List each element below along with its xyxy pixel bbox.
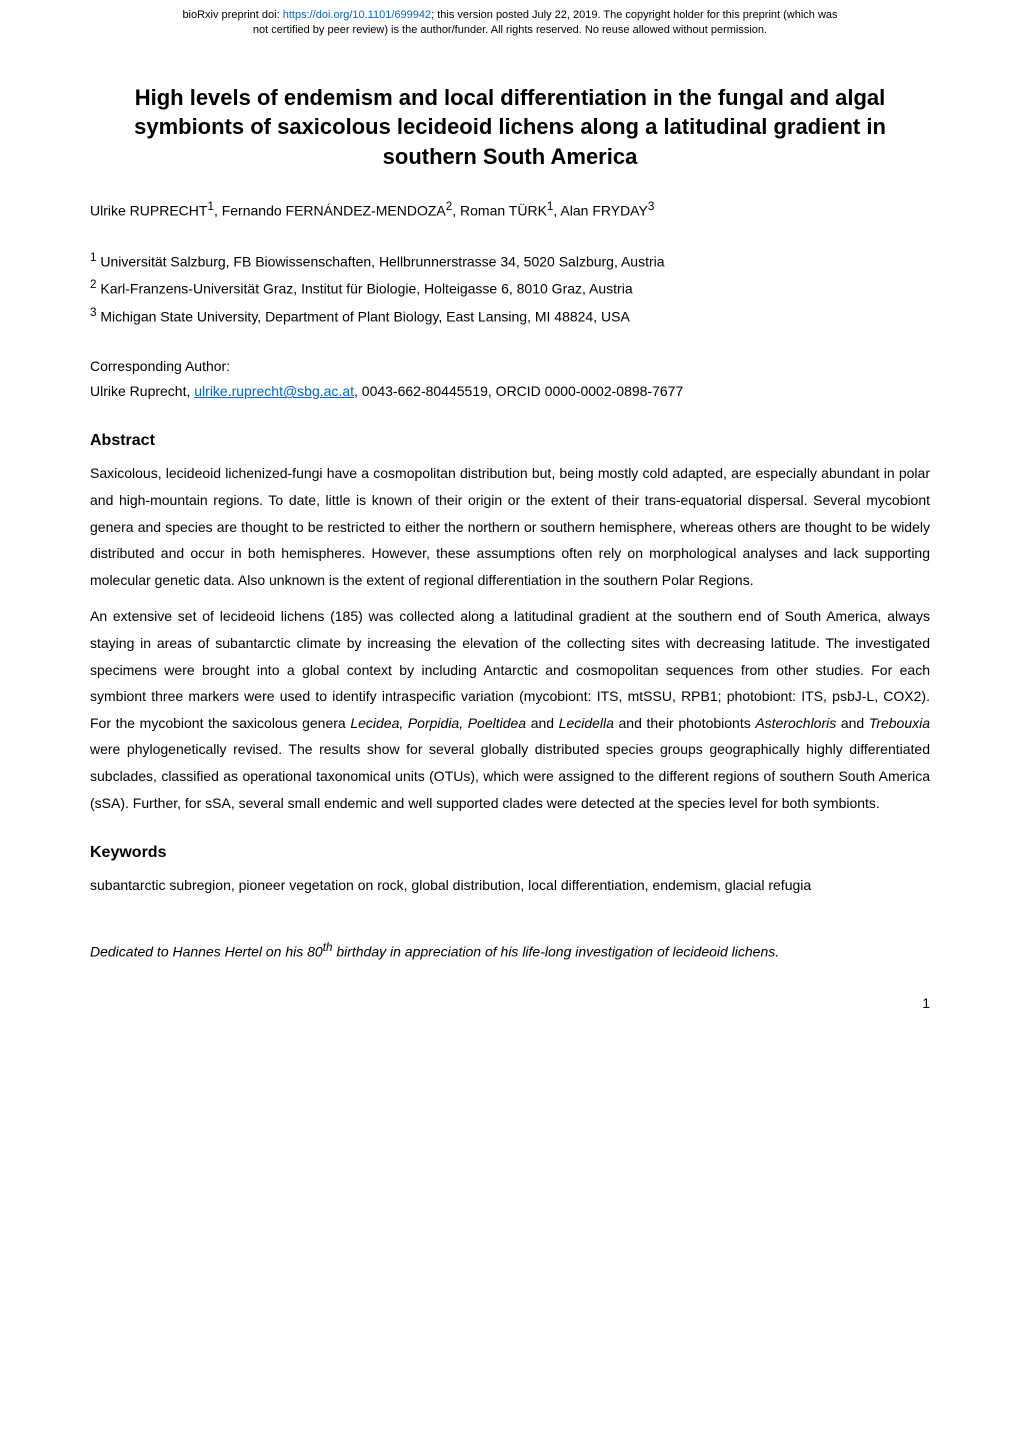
authors-line: Ulrike RUPRECHT1, Fernando FERNÁNDEZ-MEN… <box>90 200 930 219</box>
doi-link[interactable]: https://doi.org/10.1101/699942 <box>283 9 431 21</box>
corresponding-label: Corresponding Author: <box>90 354 930 379</box>
abstract-para-1: Saxicolous, lecideoid lichenized-fungi h… <box>90 460 930 593</box>
page-title: High levels of endemism and local differ… <box>90 83 930 172</box>
abstract-heading: Abstract <box>90 432 930 450</box>
main-content: High levels of endemism and local differ… <box>0 43 1020 995</box>
corresponding-author-block: Corresponding Author: Ulrike Ruprecht, u… <box>90 354 930 404</box>
affiliation-2: 2 Karl-Franzens-Universität Graz, Instit… <box>90 274 930 302</box>
banner-prefix: bioRxiv preprint doi: <box>182 9 282 21</box>
abstract-para-2: An extensive set of lecideoid lichens (1… <box>90 603 930 816</box>
affiliations-block: 1 Universität Salzburg, FB Biowissenscha… <box>90 247 930 331</box>
banner-suffix: ; this version posted July 22, 2019. The… <box>431 9 837 21</box>
keywords-text: subantarctic subregion, pioneer vegetati… <box>90 872 930 899</box>
affiliation-1: 1 Universität Salzburg, FB Biowissenscha… <box>90 247 930 275</box>
preprint-banner: bioRxiv preprint doi: https://doi.org/10… <box>0 0 1020 43</box>
corresponding-suffix: , 0043-662-80445519, ORCID 0000-0002-089… <box>354 383 683 399</box>
corresponding-prefix: Ulrike Ruprecht, <box>90 383 194 399</box>
page-number: 1 <box>0 995 1020 1031</box>
affiliation-3: 3 Michigan State University, Department … <box>90 302 930 330</box>
corresponding-details: Ulrike Ruprecht, ulrike.ruprecht@sbg.ac.… <box>90 379 930 404</box>
banner-line2: not certified by peer review) is the aut… <box>253 24 767 36</box>
keywords-heading: Keywords <box>90 844 930 862</box>
dedication-text: Dedicated to Hannes Hertel on his 80th b… <box>90 937 930 965</box>
corresponding-email-link[interactable]: ulrike.ruprecht@sbg.ac.at <box>194 383 354 399</box>
